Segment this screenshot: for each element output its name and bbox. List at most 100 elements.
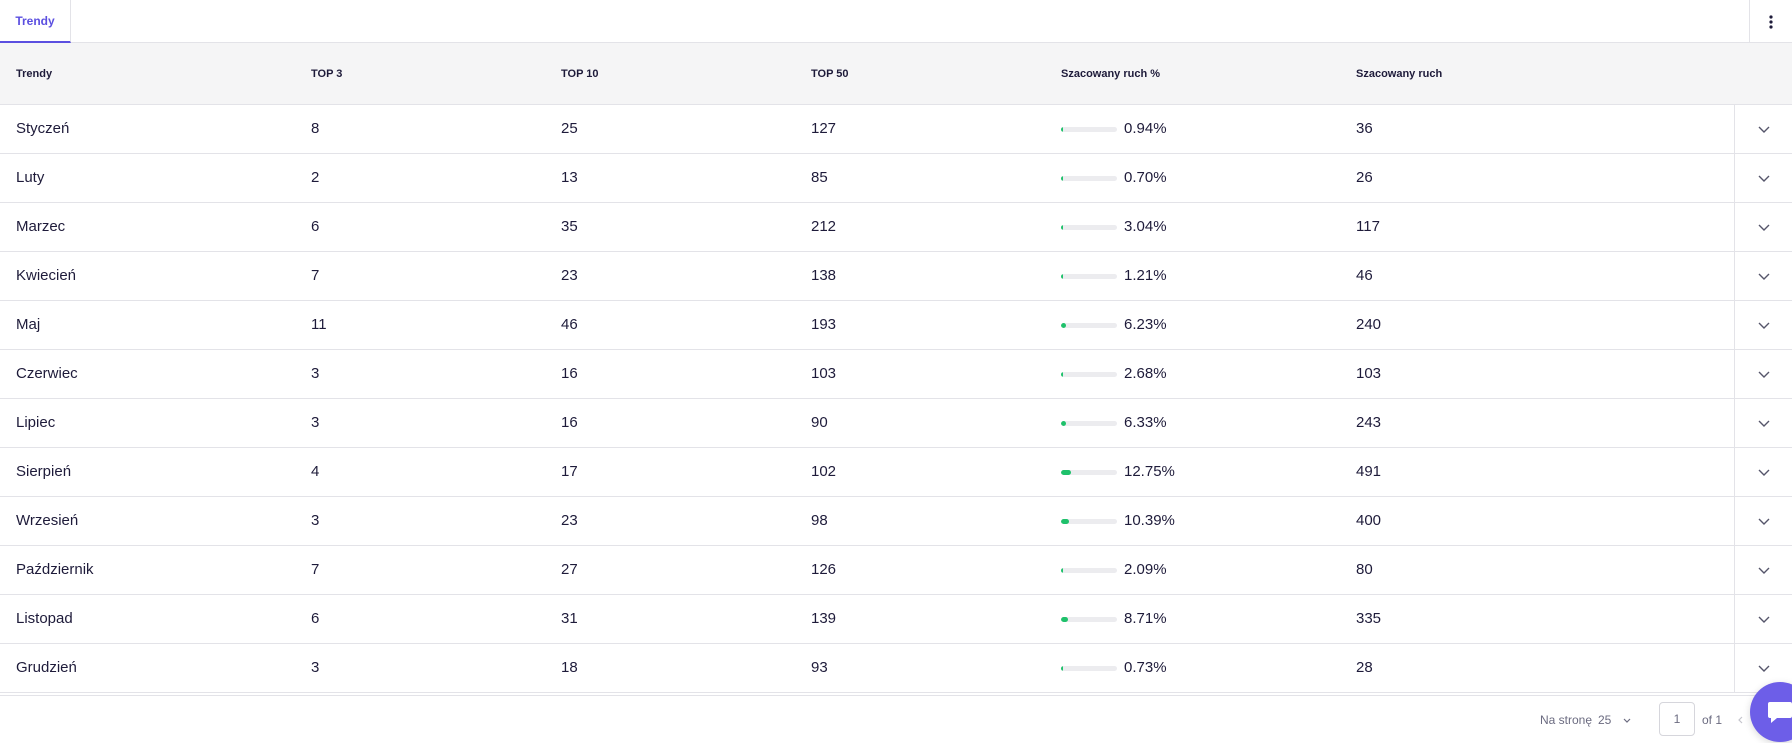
traffic-bar [1061,470,1117,475]
expand-row-button[interactable] [1734,448,1792,496]
per-page-label: Na stronę [1540,713,1593,727]
cell-top10: 31 [561,610,578,627]
cell-top3: 3 [311,512,320,529]
cell-traffic: 46 [1356,267,1373,284]
kebab-menu-icon [1769,14,1773,29]
chevron-down-icon [1758,616,1769,623]
table-row[interactable]: Październik 7 27 126 2.09% 80 [0,546,1792,595]
table-row[interactable]: Sierpień 4 17 102 12.75% 491 [0,448,1792,497]
cell-top50: 212 [811,218,837,235]
page-count-label: of 1 [1702,713,1723,727]
page-number-input[interactable] [1659,702,1695,736]
table-header: Trendy TOP 3 TOP 10 TOP 50 Szacowany ruc… [0,43,1792,105]
cell-top50: 98 [811,512,828,529]
traffic-bar [1061,127,1117,132]
cell-traffic-pct: 0.94% [1124,120,1167,137]
cell-top10: 18 [561,659,578,676]
expand-row-button[interactable] [1734,301,1792,349]
expand-row-button[interactable] [1734,546,1792,594]
per-page-select[interactable]: 25 [1598,696,1631,743]
chevron-down-icon [1758,126,1769,133]
header-traffic-pct[interactable]: Szacowany ruch % [1061,68,1161,80]
traffic-bar [1061,617,1117,622]
per-page-value: 25 [1598,713,1612,727]
cell-traffic: 103 [1356,365,1382,382]
cell-top50: 93 [811,659,828,676]
cell-month: Październik [16,561,94,578]
table-row[interactable]: Grudzień 3 18 93 0.73% 28 [0,644,1792,693]
traffic-bar-fill [1061,470,1071,475]
chevron-down-icon [1758,420,1769,427]
table-row[interactable]: Marzec 6 35 212 3.04% 117 [0,203,1792,252]
cell-month: Kwiecień [16,267,77,284]
header-top3[interactable]: TOP 3 [311,68,343,80]
pagination-bar: Na stronę 25 of 1 [0,695,1792,743]
table-row[interactable]: Styczeń 8 25 127 0.94% 36 [0,105,1792,154]
traffic-bar [1061,421,1117,426]
header-traffic[interactable]: Szacowany ruch [1356,68,1443,80]
more-options-button[interactable] [1749,0,1792,43]
cell-top10: 16 [561,414,578,431]
cell-top50: 139 [811,610,837,627]
chevron-down-icon [1758,273,1769,280]
cell-traffic-pct: 6.33% [1124,414,1167,431]
chevron-left-icon [1738,716,1743,724]
cell-month: Marzec [16,218,66,235]
expand-row-button[interactable] [1734,644,1792,692]
expand-row-button[interactable] [1734,252,1792,300]
cell-top10: 17 [561,463,578,480]
chevron-down-icon [1623,718,1631,723]
traffic-bar-fill [1061,176,1063,181]
tab-trendy[interactable]: Trendy [0,0,71,43]
cell-traffic: 335 [1356,610,1382,627]
prev-page-button[interactable] [1738,696,1743,743]
expand-row-button[interactable] [1734,595,1792,643]
expand-row-button[interactable] [1734,399,1792,447]
table-row[interactable]: Kwiecień 7 23 138 1.21% 46 [0,252,1792,301]
cell-top10: 13 [561,169,578,186]
cell-traffic: 243 [1356,414,1382,431]
expand-row-button[interactable] [1734,497,1792,545]
table-row[interactable]: Listopad 6 31 139 8.71% 335 [0,595,1792,644]
cell-top3: 3 [311,414,320,431]
header-top50[interactable]: TOP 50 [811,68,849,80]
cell-traffic-pct: 3.04% [1124,218,1167,235]
cell-traffic: 28 [1356,659,1373,676]
cell-month: Styczeń [16,120,70,137]
chevron-down-icon [1758,518,1769,525]
cell-traffic: 240 [1356,316,1382,333]
expand-row-button[interactable] [1734,203,1792,251]
expand-row-button[interactable] [1734,105,1792,153]
cell-top50: 102 [811,463,837,480]
header-month[interactable]: Trendy [16,68,53,80]
expand-row-button[interactable] [1734,350,1792,398]
traffic-bar [1061,372,1117,377]
cell-traffic-pct: 12.75% [1124,463,1175,480]
cell-top3: 7 [311,267,320,284]
traffic-bar-fill [1061,666,1063,671]
traffic-bar [1061,666,1117,671]
cell-top3: 11 [311,316,327,333]
chevron-down-icon [1758,469,1769,476]
cell-traffic: 400 [1356,512,1382,529]
table-row[interactable]: Luty 2 13 85 0.70% 26 [0,154,1792,203]
tab-bar: Trendy [0,0,1792,43]
chevron-down-icon [1758,322,1769,329]
cell-traffic-pct: 8.71% [1124,610,1167,627]
traffic-bar-fill [1061,225,1064,230]
table-row[interactable]: Maj 11 46 193 6.23% 240 [0,301,1792,350]
cell-top50: 90 [811,414,828,431]
chat-widget-button[interactable] [1750,682,1792,742]
traffic-bar-fill [1061,568,1063,573]
cell-traffic-pct: 0.70% [1124,169,1167,186]
header-top10[interactable]: TOP 10 [561,68,599,80]
cell-traffic: 36 [1356,120,1373,137]
table-row[interactable]: Czerwiec 3 16 103 2.68% 103 [0,350,1792,399]
traffic-bar [1061,323,1117,328]
table-row[interactable]: Lipiec 3 16 90 6.33% 243 [0,399,1792,448]
cell-month: Listopad [16,610,73,627]
table-row[interactable]: Wrzesień 3 23 98 10.39% 400 [0,497,1792,546]
cell-top50: 193 [811,316,837,333]
expand-row-button[interactable] [1734,154,1792,202]
traffic-bar-fill [1061,372,1064,377]
